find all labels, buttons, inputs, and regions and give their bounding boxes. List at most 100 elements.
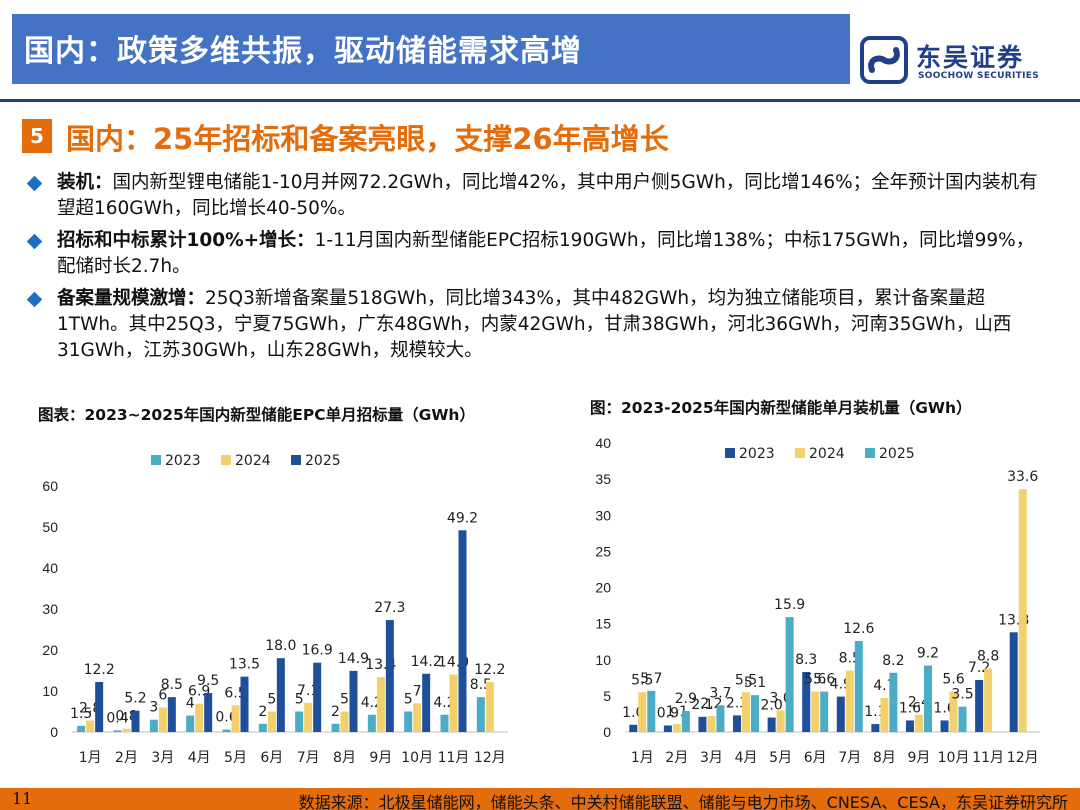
bar-2025 xyxy=(889,672,898,732)
data-label-2024: 8.8 xyxy=(977,648,999,664)
x-tick-label: 1月 xyxy=(79,750,102,766)
x-tick-label: 3月 xyxy=(151,750,174,766)
legend-label-2025: 2025 xyxy=(879,446,915,462)
bar-2024 xyxy=(880,698,889,732)
chart-title-installation: 图：2023-2025年国内新型储能单月装机量（GWh） xyxy=(590,399,972,417)
x-tick-label: 8月 xyxy=(333,750,356,766)
logo-chinese-name: 东吴证券 xyxy=(916,43,1025,72)
x-tick-label: 12月 xyxy=(474,750,506,766)
legend-label-2024: 2024 xyxy=(809,446,845,462)
data-label-2024: 6 xyxy=(158,687,167,703)
bar-2025 xyxy=(785,617,794,732)
y-tick-label: 0 xyxy=(603,724,611,740)
bar-2025 xyxy=(958,706,967,732)
bar-2024 xyxy=(485,681,494,732)
data-label-2025: 13.5 xyxy=(229,657,260,673)
bar-2024 xyxy=(86,720,95,732)
bar-2025 xyxy=(131,710,140,732)
bar-2025 xyxy=(385,620,394,732)
bullet-tender: 招标和中标累计100%+增长：1-11月国内新型储能EPC招标190GWh，同比… xyxy=(26,228,1046,280)
x-tick-label: 9月 xyxy=(369,750,392,766)
bar-2023 xyxy=(663,725,672,732)
bar-2024 xyxy=(707,716,716,732)
page-number: 11 xyxy=(12,789,33,808)
x-tick-label: 10月 xyxy=(938,750,970,766)
x-tick-label: 8月 xyxy=(873,750,896,766)
header-divider xyxy=(0,99,1080,102)
legend-swatch-2024 xyxy=(221,455,231,465)
bar-2025 xyxy=(95,681,104,732)
y-tick-label: 20 xyxy=(42,642,58,658)
data-label-2023: 0.4 xyxy=(106,710,128,726)
bar-2023 xyxy=(802,672,811,732)
data-label-2023: 5 xyxy=(404,692,413,708)
bar-2024 xyxy=(776,710,785,732)
y-tick-label: 25 xyxy=(595,543,611,559)
bar-2025 xyxy=(820,691,829,732)
bar-2025 xyxy=(681,711,690,732)
bar-2023 xyxy=(836,696,845,732)
x-tick-label: 4月 xyxy=(188,750,211,766)
y-tick-label: 0 xyxy=(50,724,58,740)
legend-swatch-2025 xyxy=(865,448,875,458)
bar-2023 xyxy=(258,723,267,732)
bullet-label: 招标和中标累计100%+增长： xyxy=(57,230,315,251)
bar-2024 xyxy=(449,674,458,732)
y-tick-label: 40 xyxy=(595,435,611,451)
bar-2024 xyxy=(914,714,923,732)
data-label-2023: 4 xyxy=(186,696,195,712)
y-tick-label: 15 xyxy=(595,616,611,632)
bullet-label: 装机： xyxy=(57,172,113,193)
y-tick-label: 35 xyxy=(595,471,611,487)
x-tick-label: 3月 xyxy=(700,750,723,766)
y-tick-label: 30 xyxy=(42,601,58,617)
legend-swatch-2023 xyxy=(151,455,161,465)
data-label-2023: 0.9 xyxy=(657,705,679,721)
x-tick-label: 11月 xyxy=(438,750,470,766)
data-label-2024: 5.6 xyxy=(942,672,964,688)
chart-title-epc-tender: 图表：2023~2025年国内新型储能EPC单月招标量（GWh） xyxy=(38,406,475,424)
bar-2024 xyxy=(984,668,993,732)
x-tick-label: 4月 xyxy=(735,750,758,766)
data-label-2025: 5.1 xyxy=(744,675,766,691)
bar-2024 xyxy=(231,705,240,732)
x-tick-label: 7月 xyxy=(297,750,320,766)
y-tick-label: 50 xyxy=(42,519,58,535)
bar-2023 xyxy=(149,719,158,732)
bullet-text: 1-11月国内新型储能EPC招标190GWh，同比增138%；中标175GWh，… xyxy=(57,230,1035,277)
data-label-2025: 14.9 xyxy=(338,651,369,667)
data-label-2025: 9.5 xyxy=(197,673,219,689)
bar-2025 xyxy=(647,690,656,732)
bar-2025 xyxy=(854,640,863,732)
data-label-2023: 1.6 xyxy=(899,700,921,716)
bar-2025 xyxy=(276,658,285,732)
data-label-2023: 2.1 xyxy=(691,697,713,713)
data-label-2024: 5.5 xyxy=(631,672,653,688)
y-tick-label: 20 xyxy=(595,580,611,596)
bar-2023 xyxy=(186,715,195,732)
data-source-note: 数据来源：北极星储能网，储能头条、中关村储能联盟、储能与电力市场、CNESA、C… xyxy=(298,793,1068,810)
legend-label-2023: 2023 xyxy=(165,453,201,469)
bar-2024 xyxy=(638,692,647,732)
section-number-badge: 5 xyxy=(22,119,52,153)
bar-2023 xyxy=(476,697,485,732)
bullet-text: 国内新型锂电储能1-10月并网72.2GWh，同比增42%，其中用户侧5GWh，… xyxy=(57,172,1038,219)
bar-2025 xyxy=(751,695,760,732)
x-tick-label: 5月 xyxy=(769,750,792,766)
data-label-2023: 5 xyxy=(295,692,304,708)
y-tick-label: 40 xyxy=(42,560,58,576)
data-label-2024: 5.6 xyxy=(804,672,826,688)
data-label-2025: 27.3 xyxy=(374,600,405,616)
data-label-2023: 2 xyxy=(258,704,267,720)
data-label-2025: 5.2 xyxy=(124,691,146,707)
bar-2023 xyxy=(629,724,638,732)
bar-2025 xyxy=(349,670,358,732)
bar-2024 xyxy=(267,711,276,732)
data-label-2025: 2.9 xyxy=(675,691,697,707)
data-label-2024: 33.6 xyxy=(1007,469,1038,485)
page-title: 国内：政策多维共振，驱动储能需求高增 xyxy=(24,34,582,69)
bar-2023 xyxy=(940,720,949,732)
bar-2023 xyxy=(905,720,914,732)
data-label-2025: 8.5 xyxy=(161,677,183,693)
section-title: 国内：25年招标和备案亮眼，支撑26年高增长 xyxy=(66,122,669,156)
